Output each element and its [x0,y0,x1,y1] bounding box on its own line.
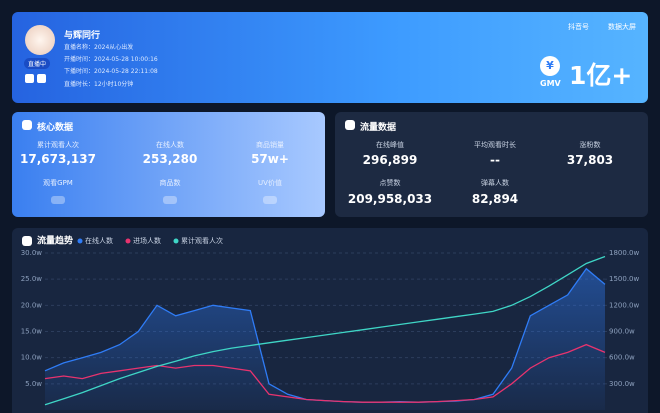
metric-label: 涨粉数 [579,141,601,149]
info-line: 开播时间：2024-05-28 10:00:16 [64,56,158,63]
chart-card: 流量趋势 5.0w 10.0w 15.0w 20.0w 25.0w 30.0w 300.0w… [12,228,648,413]
icon[interactable] [37,74,46,83]
legend-label: 在线人数 [85,236,113,245]
blurred-value [51,196,65,204]
area [45,268,605,410]
y2-tick-label: 300.0w [609,380,635,388]
info-line: 下播时间：2024-05-28 22:11:08 [64,68,158,75]
y2-tick-label: 900.0w [609,328,635,336]
metric-label: UV价值 [258,179,282,187]
gmv-icon: ¥ [540,56,560,76]
live-badge: 直播中 [24,58,51,69]
icon [345,120,355,130]
blurred-value [263,196,277,204]
line [44,343,606,403]
line [44,255,606,406]
metric-label: 平均观看时长 [474,141,516,149]
y-tick-label: 30.0w [21,249,43,257]
link[interactable]: 抖音号 [568,23,589,31]
section-title: 流量数据 [360,123,397,133]
metric-label: 在线峰值 [376,141,404,149]
icon [22,236,32,246]
y2-tick-label: 1800.0w [609,249,639,257]
metric-value: 296,899 [362,153,418,167]
metric-value: 253,280 [142,152,198,166]
chart: 流量趋势 5.0w 10.0w 15.0w 20.0w 25.0w 30.0w 300.0w… [21,235,639,410]
chart-title: 流量趋势 [37,235,73,247]
y-tick-label: 20.0w [21,301,43,309]
legend-marker [77,238,83,244]
link[interactable]: 数据大屏 [608,23,636,31]
metric-label: 在线人数 [156,141,184,149]
avatar [25,25,55,55]
metric-label: 商品销量 [256,141,284,149]
metric-value: 17,673,137 [20,152,96,166]
metric-label: 累计观看人次 [37,141,79,149]
icon[interactable] [25,74,34,83]
blurred-value [163,196,177,204]
legend-label: 累计观看人次 [181,236,223,245]
gmv-value: 1亿+ [569,61,633,90]
info-line: 直播名称：2024从心出发 [64,44,134,51]
metric-label: 商品数 [159,179,181,187]
legend-label: 进场人数 [133,236,161,245]
legend-marker [125,238,131,244]
metric-label: 观看GPM [43,179,73,187]
core-card: 核心数据 累计观看人次 17,673,137 在线人数 253,280 商品销量… [12,112,325,217]
y-tick-label: 15.0w [21,328,43,336]
header-card: 与辉同行 直播中 直播名称：2024从心出发 开播时间：2024-05-28 1… [12,12,648,103]
info-line: 直播时长：12小时10分钟 [64,81,134,88]
y2-tick-label: 600.0w [609,354,635,362]
metric-value: 37,803 [566,153,614,167]
traffic-card: 流量数据 在线峰值 296,899 平均观看时长 -- 涨粉数 37,803 点… [335,112,648,217]
y-tick-label: 5.0w [25,380,42,388]
y-tick-label: 10.0w [21,354,43,362]
metric-value: 82,894 [471,192,519,206]
y-tick-label: 25.0w [21,275,43,283]
metric-value: 57w+ [251,152,289,166]
section-title: 核心数据 [37,123,74,133]
metric-label: 弹幕人数 [481,179,509,187]
legend-marker [173,238,179,244]
metric-value: 209,958,033 [347,192,433,206]
y2-tick-label: 1200.0w [609,301,639,309]
metric-value: -- [490,153,500,167]
icon [22,120,32,130]
gmv-label: GMV [540,79,561,88]
anchor-name: 与辉同行 [64,31,101,41]
y2-tick-label: 1500.0w [609,275,639,283]
metric-label: 点赞数 [379,179,401,187]
